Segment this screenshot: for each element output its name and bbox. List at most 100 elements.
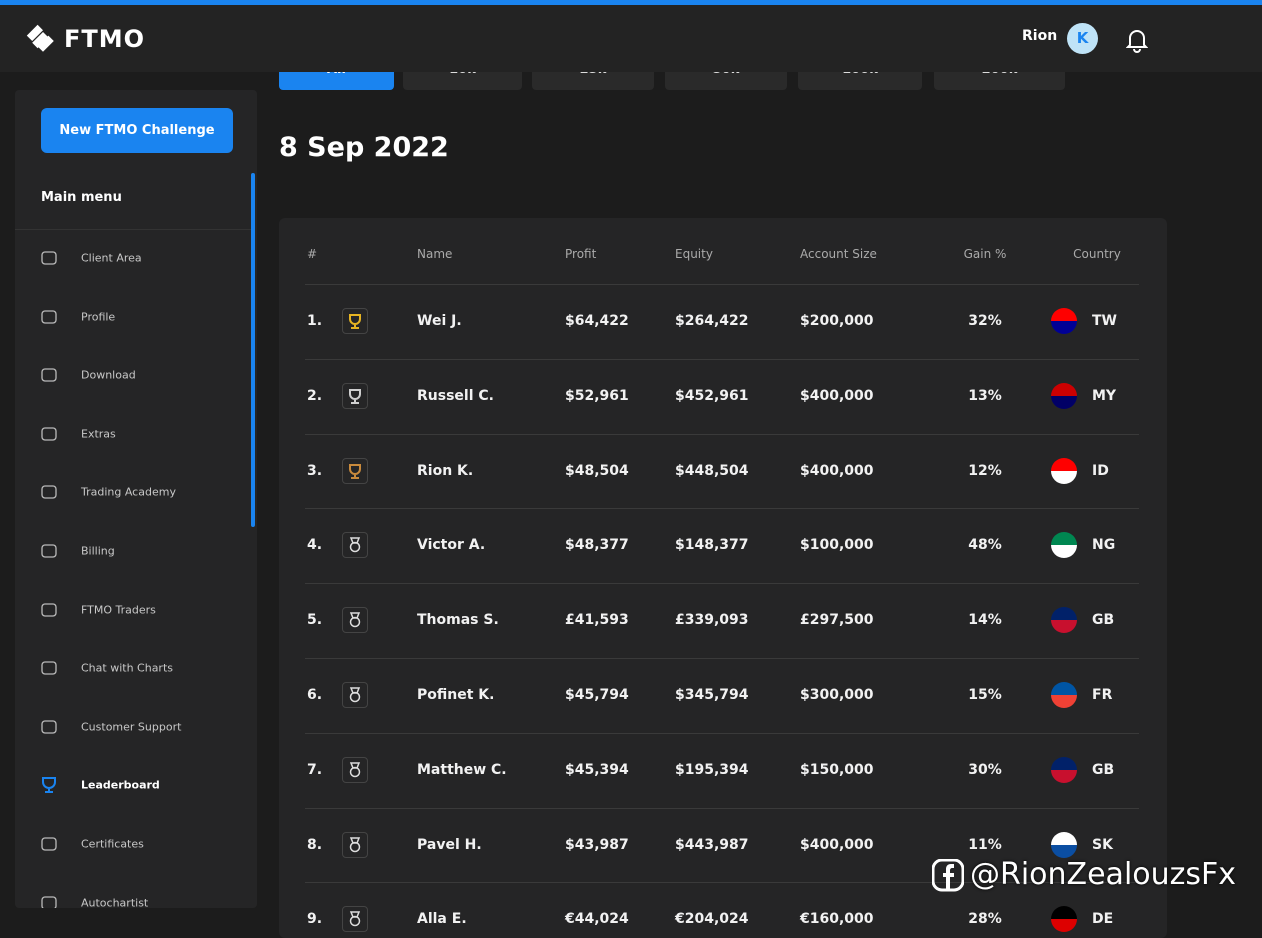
menu-icon (40, 776, 58, 794)
country: ID (1092, 462, 1109, 479)
gain: 48% (968, 537, 1002, 554)
menu-icon (40, 366, 58, 384)
country: MY (1092, 387, 1117, 404)
menu-item[interactable]: Leaderboard (81, 778, 160, 792)
country: GB (1092, 612, 1115, 629)
menu-title: Main menu (41, 190, 122, 205)
rank-icon (342, 831, 368, 858)
row-separator (305, 358, 1139, 360)
account-size: $300,000 (800, 687, 874, 703)
rank: 5. (307, 612, 323, 629)
rank-icon (342, 756, 368, 783)
equity: £339,093 (675, 612, 749, 629)
watermark: @RionZealouzsFx (970, 857, 1237, 892)
country: GB (1092, 761, 1115, 778)
row-separator (305, 433, 1139, 435)
new-challenge-button[interactable]: New FTMO Challenge (41, 108, 233, 153)
logo-icon (26, 24, 54, 52)
column-header: Profit (565, 247, 597, 261)
flag (1051, 607, 1077, 634)
account-size: $100,000 (800, 537, 874, 554)
flag (1051, 382, 1077, 409)
equity: $452,961 (675, 387, 749, 404)
rank-icon (342, 308, 368, 334)
profit: €44,024 (565, 911, 629, 928)
equity: $443,987 (675, 836, 749, 853)
profit: $45,394 (565, 761, 629, 778)
menu-item[interactable]: FTMO Traders (81, 603, 156, 617)
equity: $448,504 (675, 462, 749, 479)
menu-item[interactable]: Profile (81, 310, 116, 324)
date-heading: 8 Sep 2022 (279, 132, 449, 163)
column-header: Account Size (800, 247, 877, 261)
row-separator (305, 732, 1139, 734)
country: TW (1092, 313, 1117, 329)
column-header: Country (1073, 247, 1121, 261)
account-size: $200,000 (800, 313, 874, 329)
country: DE (1092, 911, 1114, 928)
leaderboard-table: # Name Profit Equity Account Size Gain % Count… (279, 218, 1167, 938)
row-separator (305, 882, 1139, 884)
sidebar: New FTMO Challenge Main menu Client Area… (15, 90, 257, 908)
user-name[interactable]: Rion (1022, 28, 1058, 44)
account-size: $400,000 (800, 462, 874, 479)
equity: €204,024 (675, 911, 749, 928)
flag (1051, 906, 1077, 933)
flag (1051, 756, 1077, 783)
menu-item[interactable]: Billing (81, 544, 115, 558)
column-header: Name (417, 247, 453, 261)
row-separator (305, 508, 1139, 510)
rank: 8. (307, 836, 323, 853)
profit: $43,987 (565, 836, 629, 853)
country: NG (1092, 537, 1116, 554)
country: SK (1092, 836, 1113, 853)
menu-item[interactable]: Extras (81, 427, 116, 441)
profit: $64,422 (565, 313, 629, 329)
profit: $45,794 (565, 687, 629, 703)
gain: 12% (968, 462, 1002, 479)
menu-item[interactable]: Certificates (81, 837, 144, 851)
row-separator (305, 284, 1139, 285)
rank-icon (342, 532, 368, 559)
name: Thomas S. (417, 612, 499, 629)
rank: 6. (307, 687, 323, 703)
account-size: $400,000 (800, 836, 874, 853)
equity: $148,377 (675, 537, 749, 554)
menu-item[interactable]: Client Area (81, 251, 142, 265)
flag (1051, 831, 1077, 858)
row-separator (305, 807, 1139, 809)
logo[interactable]: FTMO (64, 25, 146, 53)
column-header: Equity (675, 247, 713, 261)
menu-icon (40, 483, 58, 501)
equity: $345,794 (675, 687, 749, 703)
divider (15, 229, 251, 230)
equity: $264,422 (675, 313, 749, 329)
menu-item[interactable]: Download (81, 368, 136, 382)
flag (1051, 308, 1077, 334)
profit: $52,961 (565, 387, 629, 404)
menu-icon (40, 425, 58, 443)
country: FR (1092, 687, 1113, 703)
row-separator (305, 583, 1139, 585)
menu-icon (40, 894, 58, 908)
rank: 3. (307, 462, 323, 479)
row-separator (305, 658, 1139, 659)
rank-icon (342, 682, 368, 708)
gain: 14% (968, 612, 1002, 629)
flag (1051, 457, 1077, 484)
avatar[interactable]: K (1067, 23, 1098, 54)
gain: 32% (968, 313, 1002, 329)
menu-item[interactable]: Autochartist (81, 896, 149, 908)
flag (1051, 682, 1077, 708)
scrollbar[interactable] (251, 173, 255, 527)
menu-item[interactable]: Chat with Charts (81, 661, 173, 675)
menu-item[interactable]: Customer Support (81, 720, 182, 734)
account-size: £297,500 (800, 612, 874, 629)
header: FTMO Rion K (0, 0, 1262, 72)
menu-item[interactable]: Trading Academy (81, 485, 176, 499)
facebook-icon (932, 859, 964, 892)
name: Matthew C. (417, 761, 507, 778)
equity: $195,394 (675, 761, 749, 778)
profit: $48,377 (565, 537, 629, 554)
bell-icon[interactable] (1126, 27, 1148, 53)
